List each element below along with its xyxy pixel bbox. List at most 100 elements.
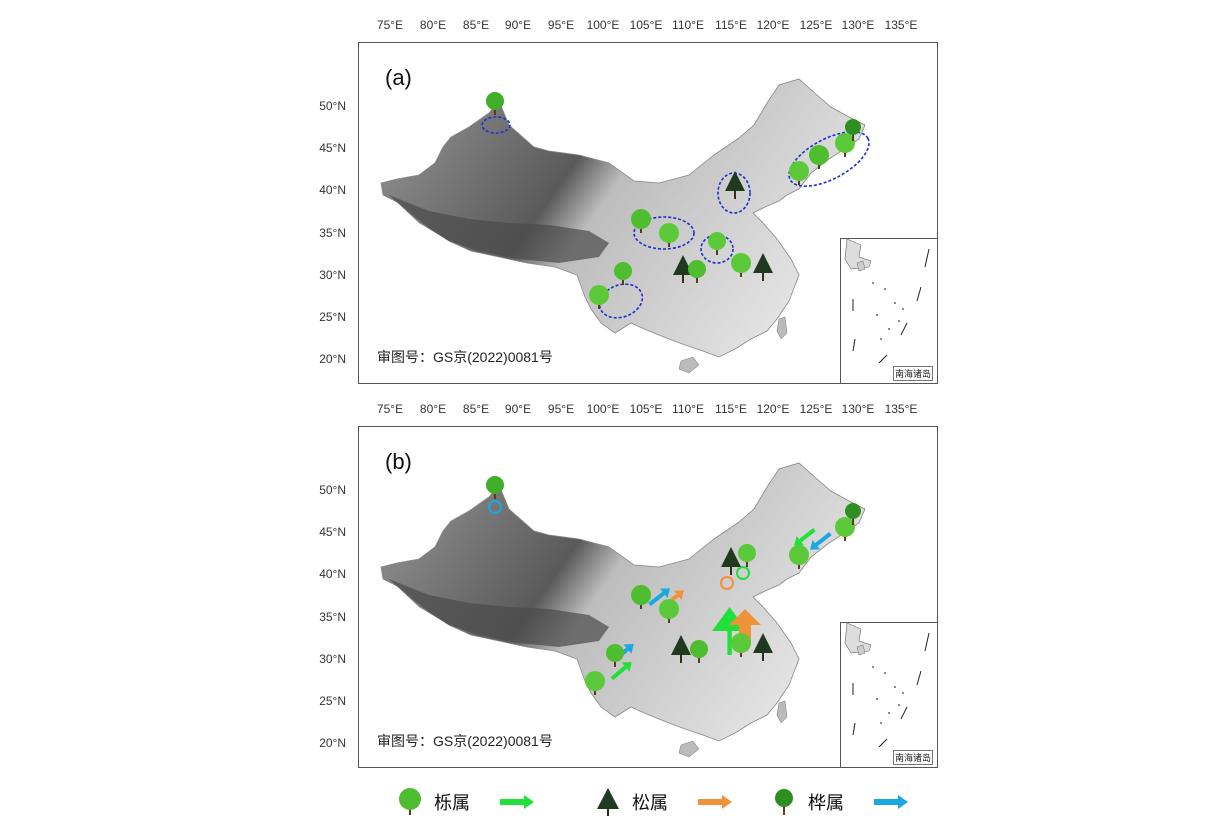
lat-label: 35°N — [319, 226, 346, 240]
oak-shift-arrow — [610, 662, 632, 681]
pine-tree-icon — [753, 633, 773, 661]
region-circle — [481, 116, 511, 134]
region-circle — [633, 216, 695, 250]
lon-label: 95°E — [547, 18, 575, 32]
oak-tree-icon — [809, 145, 829, 169]
region-circle — [717, 172, 751, 214]
birch-site-circle — [488, 500, 502, 514]
legend-label: 栎属 — [434, 793, 470, 813]
oak-tree-icon — [789, 161, 809, 185]
lon-label: 105°E — [629, 18, 663, 32]
oak-tree-icon — [614, 262, 632, 285]
inset-label: 南海诸岛 — [892, 366, 933, 381]
lat-label: 25°N — [319, 694, 346, 708]
legend-label: 桦属 — [808, 793, 844, 813]
pine-tree-icon — [671, 635, 691, 663]
lon-label: 135°E — [884, 18, 918, 32]
map-review-number: 审图号：GS京(2022)0081号 — [377, 733, 553, 749]
oak-tree-icon — [631, 585, 651, 609]
lon-label: 85°E — [462, 18, 490, 32]
lon-label: 120°E — [756, 18, 790, 32]
china-map-a — [380, 78, 870, 374]
panel-label: (a) — [385, 65, 412, 90]
oak-tree-icon — [690, 640, 708, 663]
lon-label: 100°E — [586, 18, 620, 32]
lon-label: 130°E — [841, 18, 875, 32]
south-china-sea-inset: 南海诸岛 — [840, 622, 937, 767]
oak-tree-icon — [835, 517, 855, 541]
legend-label: 松属 — [632, 793, 668, 813]
oak-tree-icon — [789, 545, 809, 569]
lat-label: 45°N — [319, 525, 346, 539]
oak-tree-icon — [731, 253, 751, 277]
lat-label: 45°N — [319, 141, 346, 155]
birch-tree-icon — [775, 789, 793, 815]
map-panel-b: (b) 审图号：GS京(2022)0081号 南海诸岛 — [358, 426, 938, 768]
oak-tree-icon — [688, 260, 706, 283]
taiwan-island — [776, 316, 788, 340]
birch-arrow-icon — [874, 795, 908, 809]
pine-tree-icon — [721, 547, 741, 575]
lon-label: 115°E — [715, 18, 747, 32]
oak-tree-icon — [589, 285, 609, 309]
lon-label: 130°E — [841, 402, 875, 416]
taiwan-island — [776, 700, 788, 724]
legend-item-birch: 桦属 — [770, 784, 908, 820]
hainan-island — [678, 740, 700, 758]
oak-tree-icon — [659, 223, 679, 247]
oak-tree-icon — [731, 633, 751, 657]
lon-label: 120°E — [756, 402, 790, 416]
pine-tree-icon — [597, 788, 619, 816]
china-map-b — [380, 462, 866, 758]
panel-label: (b) — [385, 449, 412, 474]
pine-tree-icon — [673, 255, 693, 283]
lon-label: 125°E — [799, 402, 833, 416]
lon-label: 75°E — [376, 18, 404, 32]
lon-label: 95°E — [547, 402, 575, 416]
pine-tree-icon — [753, 253, 773, 281]
lon-label: 80°E — [419, 18, 447, 32]
longitude-axis-a: 75°E 80°E 85°E 90°E 95°E 100°E 105°E 110… — [358, 18, 936, 38]
map-panel-a: (a) 审图号：GS京(2022)0081号 南海诸岛 — [358, 42, 938, 384]
oak-arrow-icon — [500, 795, 534, 809]
legend-item-pine: 松属 — [594, 784, 732, 820]
lat-label: 20°N — [319, 736, 346, 750]
map-review-number: 审图号：GS京(2022)0081号 — [377, 349, 553, 365]
tibet-plateau — [389, 579, 609, 647]
birch-shift-arrow — [809, 532, 832, 550]
pine-tree-icon — [725, 171, 745, 199]
lon-label: 110°E — [672, 18, 704, 32]
lon-label: 90°E — [504, 402, 532, 416]
lat-label: 35°N — [319, 610, 346, 624]
lon-label: 135°E — [884, 402, 918, 416]
lon-label: 85°E — [462, 402, 490, 416]
pine-site-circle — [720, 576, 734, 590]
birch-tree-icon — [845, 503, 861, 525]
lat-label: 30°N — [319, 652, 346, 666]
oak-tree-icon — [486, 476, 504, 499]
birch-shift-arrow — [648, 588, 671, 606]
lon-label: 100°E — [586, 402, 620, 416]
oak-tree-icon — [606, 644, 624, 667]
oak-tree-icon — [659, 599, 679, 623]
lon-label: 115°E — [715, 402, 747, 416]
pine-shift-arrow-large — [729, 609, 761, 643]
legend-item-oak: 栎属 — [396, 784, 534, 820]
lat-label: 20°N — [319, 352, 346, 366]
lon-label: 90°E — [504, 18, 532, 32]
oak-tree-icon — [486, 92, 504, 115]
south-china-sea-inset: 南海诸岛 — [840, 238, 937, 383]
region-circle — [788, 131, 870, 187]
oak-tree-icon — [738, 544, 756, 567]
oak-tree-icon — [835, 133, 855, 157]
lon-label: 75°E — [376, 402, 404, 416]
pine-arrow-icon — [698, 795, 732, 809]
lon-label: 105°E — [629, 402, 663, 416]
longitude-axis-b: 75°E 80°E 85°E 90°E 95°E 100°E 105°E 110… — [358, 402, 936, 422]
birch-tree-icon — [845, 119, 861, 141]
tibet-plateau — [389, 195, 609, 263]
oak-tree-icon — [708, 232, 726, 255]
lon-label: 80°E — [419, 402, 447, 416]
oak-site-circle — [736, 566, 750, 580]
lat-label: 30°N — [319, 268, 346, 282]
